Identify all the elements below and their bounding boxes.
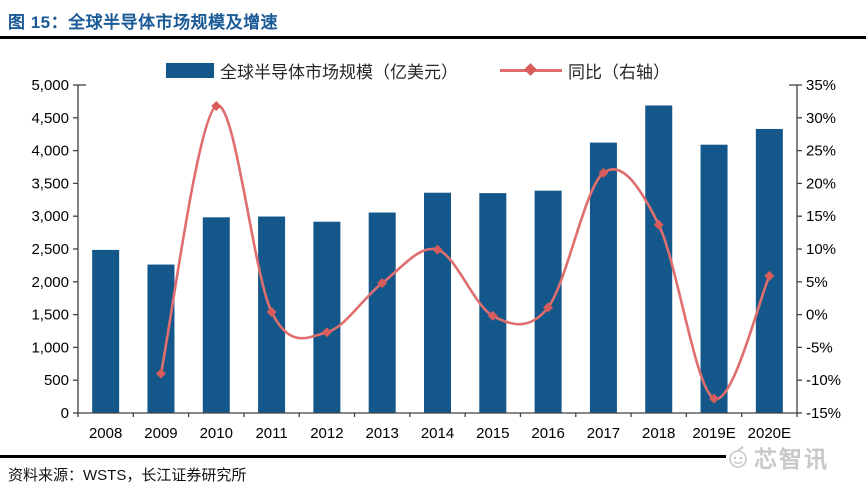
y-right-tick-label: 0% [806,307,828,324]
y-right-tick-label: -15% [806,405,841,422]
y-left-tick-label: 2,000 [31,274,69,291]
x-axis-label: 2019E [692,425,735,442]
y-left-tick-label: 1,000 [31,339,69,356]
chart-area: 0 500 1,000 1,500 2,000 2,500 3,000 3,500 4,000 4… [0,42,866,456]
bar-2013 [368,212,396,413]
x-axis-label: 2008 [89,425,122,442]
bar-legend-label: 全球半导体市场规模（亿美元） [220,62,458,82]
y-left-tick-label: 5,000 [31,77,69,94]
growth-line [159,104,771,400]
bar-2008 [92,249,120,413]
growth-marker-2017 [598,167,609,178]
top-divider-rule [0,36,866,39]
x-axis-label: 2020E [748,425,791,442]
watermark: 芯智讯 [726,440,866,473]
y-right-tick-label: 25% [806,143,836,160]
watermark-text: 芯智讯 [754,445,829,472]
diamond-marker-icon [524,62,537,76]
x-axis-label: 2011 [255,425,287,442]
bar-2017 [589,142,617,413]
source-note: 资料来源：WSTS，长江证券研究所 [8,467,247,484]
y-left-tick-label: 2,500 [31,241,69,258]
bar-2019E [700,144,728,414]
bar-2016 [534,190,562,413]
y-right-tick-label: -10% [806,372,841,389]
y-right-tick-label: 5% [806,274,828,291]
bar-2010 [202,217,230,413]
y-left-tick-label: 1,500 [31,307,69,324]
y-right-tick-label: 10% [806,241,836,258]
line-legend-label: 同比（右轴） [568,62,670,82]
bar-2014 [424,192,451,413]
x-axis-label: 2015 [476,425,509,442]
y-left-tick-label: 3,500 [31,175,69,192]
bar-legend-swatch [166,62,214,78]
x-axis-label: 2010 [200,425,233,442]
growth-marker-2016 [543,302,554,313]
chart-legend: 全球半导体市场规模（亿美元） 同比（右轴） [166,57,670,83]
x-axis-label: 2014 [421,425,454,442]
growth-marker-2012 [321,327,332,338]
page-title: 图 15：全球半导体市场规模及增速 [8,13,279,32]
x-axis-label: 2016 [531,425,564,442]
line-legend-swatch [500,62,562,76]
combo-chart: 0 500 1,000 1,500 2,000 2,500 3,000 3,500 4,000 4… [31,77,841,442]
y-right-tick-label: 35% [806,77,836,94]
bottom-divider-rule [0,455,866,458]
bar-2015 [479,193,507,413]
growth-marker-2018 [653,219,664,230]
growth-marker-2011 [266,306,277,317]
x-axis-label: 2013 [366,425,399,442]
x-axis-label: 2012 [310,425,343,442]
y-left-tick-label: 3,000 [31,208,69,225]
bar-2009 [147,264,175,413]
growth-marker-2009 [155,368,166,379]
y-right-tick-label: 20% [806,175,836,192]
growth-marker-2014 [432,244,443,255]
y-left-tick-label: 4,500 [31,110,69,127]
growth-marker-2010 [211,100,222,111]
y-left-tick-label: 500 [44,372,69,389]
y-right-tick-label: -5% [806,339,833,356]
bar-2018 [645,105,673,414]
growth-marker-2015 [487,310,498,321]
x-axis-label: 2018 [642,425,675,442]
y-right-tick-label: 30% [806,110,836,127]
robot-face-icon [729,445,747,468]
y-left-tick-label: 0 [61,405,69,422]
x-axis-label: 2017 [587,425,620,442]
y-left-tick-label: 4,000 [31,143,69,160]
growth-marker-2020E [764,270,775,281]
bar-2012 [313,221,341,413]
y-right-tick-label: 15% [806,208,836,225]
x-axis-label: 2009 [144,425,177,442]
growth-marker-2019E [709,393,720,404]
growth-marker-2013 [377,278,388,289]
